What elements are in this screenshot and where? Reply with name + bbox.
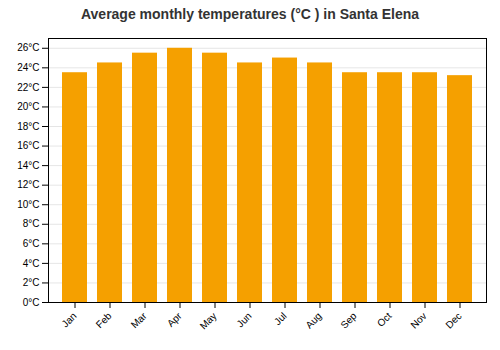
svg-text:Jul: Jul bbox=[272, 310, 289, 327]
svg-text:Dec: Dec bbox=[443, 310, 463, 330]
svg-text:6°C: 6°C bbox=[23, 238, 40, 249]
svg-text:10°C: 10°C bbox=[17, 199, 39, 210]
svg-text:Jun: Jun bbox=[234, 310, 253, 329]
svg-text:12°C: 12°C bbox=[17, 179, 39, 190]
svg-text:16°C: 16°C bbox=[17, 140, 39, 151]
svg-text:0°C: 0°C bbox=[23, 297, 40, 308]
svg-text:24°C: 24°C bbox=[17, 62, 39, 73]
svg-text:Feb: Feb bbox=[94, 310, 114, 330]
svg-text:May: May bbox=[198, 310, 219, 331]
svg-text:Jan: Jan bbox=[59, 310, 78, 329]
svg-text:20°C: 20°C bbox=[17, 101, 39, 112]
svg-text:14°C: 14°C bbox=[17, 160, 39, 171]
svg-text:Sep: Sep bbox=[338, 310, 359, 331]
svg-text:Apr: Apr bbox=[165, 310, 184, 329]
html-text:Average monthly temperatures (: Average monthly temperatures (°C ) in Sa… bbox=[81, 6, 419, 22]
svg-text:22°C: 22°C bbox=[17, 82, 39, 93]
svg-text:Nov: Nov bbox=[408, 310, 428, 330]
svg-text:Mar: Mar bbox=[129, 310, 149, 330]
svg-text:2°C: 2°C bbox=[23, 277, 40, 288]
svg-text:26°C: 26°C bbox=[17, 42, 39, 53]
svg-text:8°C: 8°C bbox=[23, 218, 40, 229]
svg-text:4°C: 4°C bbox=[23, 258, 40, 269]
svg-text:Aug: Aug bbox=[303, 310, 323, 330]
svg-text:Oct: Oct bbox=[375, 310, 394, 329]
svg-text:18°C: 18°C bbox=[17, 121, 39, 132]
